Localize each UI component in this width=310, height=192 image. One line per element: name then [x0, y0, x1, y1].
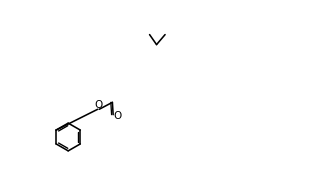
Text: O: O — [94, 100, 103, 110]
Text: O: O — [113, 111, 121, 121]
